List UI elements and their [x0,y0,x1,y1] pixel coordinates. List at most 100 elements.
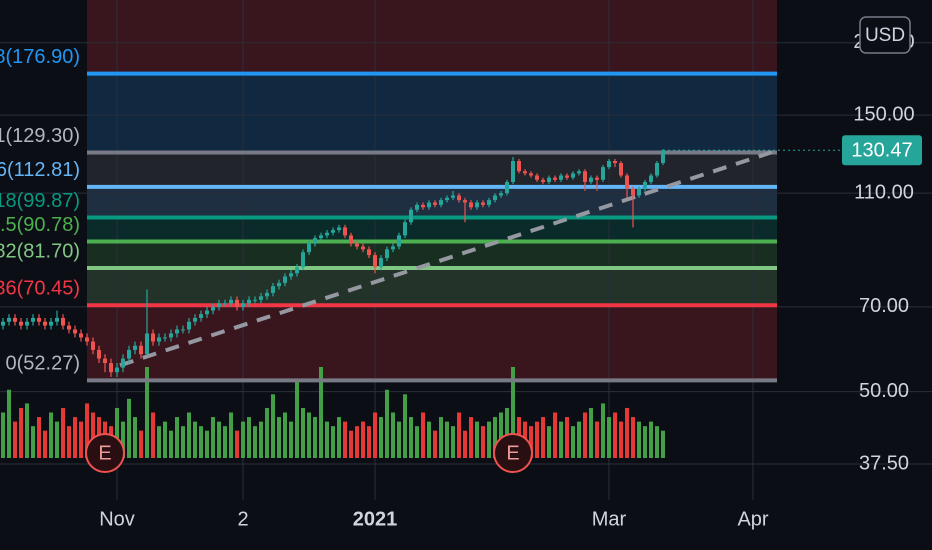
volume-bar [337,417,341,458]
candle-body [283,276,287,283]
candle-body [43,321,47,326]
candle-body [643,181,647,189]
candle-body [289,273,293,277]
volume-bar [7,389,11,458]
volume-bar [505,407,509,458]
candle-body [523,171,527,174]
candle-body [49,321,53,326]
volume-bar [169,430,173,458]
candle-body [253,299,257,301]
earnings-marker [85,433,125,473]
volume-bar [241,421,245,458]
volume-bar [511,367,515,458]
volume-bar [577,421,581,458]
fib-label: 36(70.45) [0,278,80,300]
volume-bar [313,417,317,458]
volume-bar [151,412,155,458]
candle-body [475,202,479,208]
candle-body [277,282,281,287]
candle-body [409,209,413,223]
candle-body [211,306,215,311]
volume-bar [601,403,605,458]
volume-bar [157,426,161,458]
fib-label: 18(99.87) [0,190,80,212]
volume-bar [457,412,461,458]
volume-bar [205,430,209,458]
candle-body [655,163,659,176]
candle-body [121,358,125,368]
volume-bar [463,430,467,458]
candle-body [391,246,395,250]
y-tick-label: 150.00 [853,103,914,125]
candle-body [205,310,209,315]
fib-zone-top [87,0,777,74]
candle-body [7,317,11,322]
volume-bar [247,417,251,458]
candle-body [307,243,311,253]
volume-bar [433,430,437,458]
candle-body [433,202,437,205]
volume-bar [343,421,347,458]
volume-bar [619,421,623,458]
candle-body [613,160,617,164]
volume-bar [553,412,557,458]
candle-body [661,150,665,164]
fib-label: 0(52.27) [6,353,81,375]
fib-label: 8(176.90) [0,46,80,68]
volume-bar [283,412,287,458]
y-tick-label: 70.00 [859,295,909,317]
volume-bar [379,417,383,458]
candle-body [127,349,131,359]
candle-body [61,317,65,326]
fib-label: 82(81.70) [0,240,80,262]
volume-bar [427,421,431,458]
volume-bar [61,407,65,458]
volume-bar [217,421,221,458]
candle-body [607,160,611,168]
volume-bar [145,367,149,458]
candle-body [157,337,161,342]
candle-body [175,329,179,334]
x-tick-label: Mar [592,508,627,530]
candle-body [517,160,521,172]
volume-bar [559,421,563,458]
volume-bar [475,421,479,458]
candle-body [349,235,353,244]
candle-body [31,317,35,322]
volume-bar [271,394,275,458]
candle-body [595,177,599,180]
volume-bar [589,407,593,458]
y-tick-label: 37.50 [859,452,909,474]
fib-zone [87,241,777,269]
candle-body [385,249,389,259]
candle-body [493,195,497,201]
volume-bar [235,430,239,458]
volume-bar [403,394,407,458]
volume [1,367,665,458]
volume-bar [163,421,167,458]
candle-body [559,175,563,180]
candle-body [217,303,221,307]
volume-bar [175,417,179,458]
candle-body [265,292,269,297]
candle-body [379,258,383,268]
earnings-label: E [98,442,111,464]
volume-bar [439,417,443,458]
candle-body [193,317,197,322]
volume-bar [373,412,377,458]
candle-body [601,167,605,180]
currency-button-bg [859,16,911,54]
candle-body [361,246,365,250]
volume-bar [607,417,611,458]
candle-body [511,160,515,182]
candle-body [589,177,593,182]
volume-bar [319,367,323,458]
volume-bar [481,426,485,458]
candle-body [55,317,59,322]
volume-bar [421,412,425,458]
volume-bar [307,412,311,458]
fib-zone [87,186,777,218]
candle-body [631,188,635,196]
volume-bar [415,426,419,458]
